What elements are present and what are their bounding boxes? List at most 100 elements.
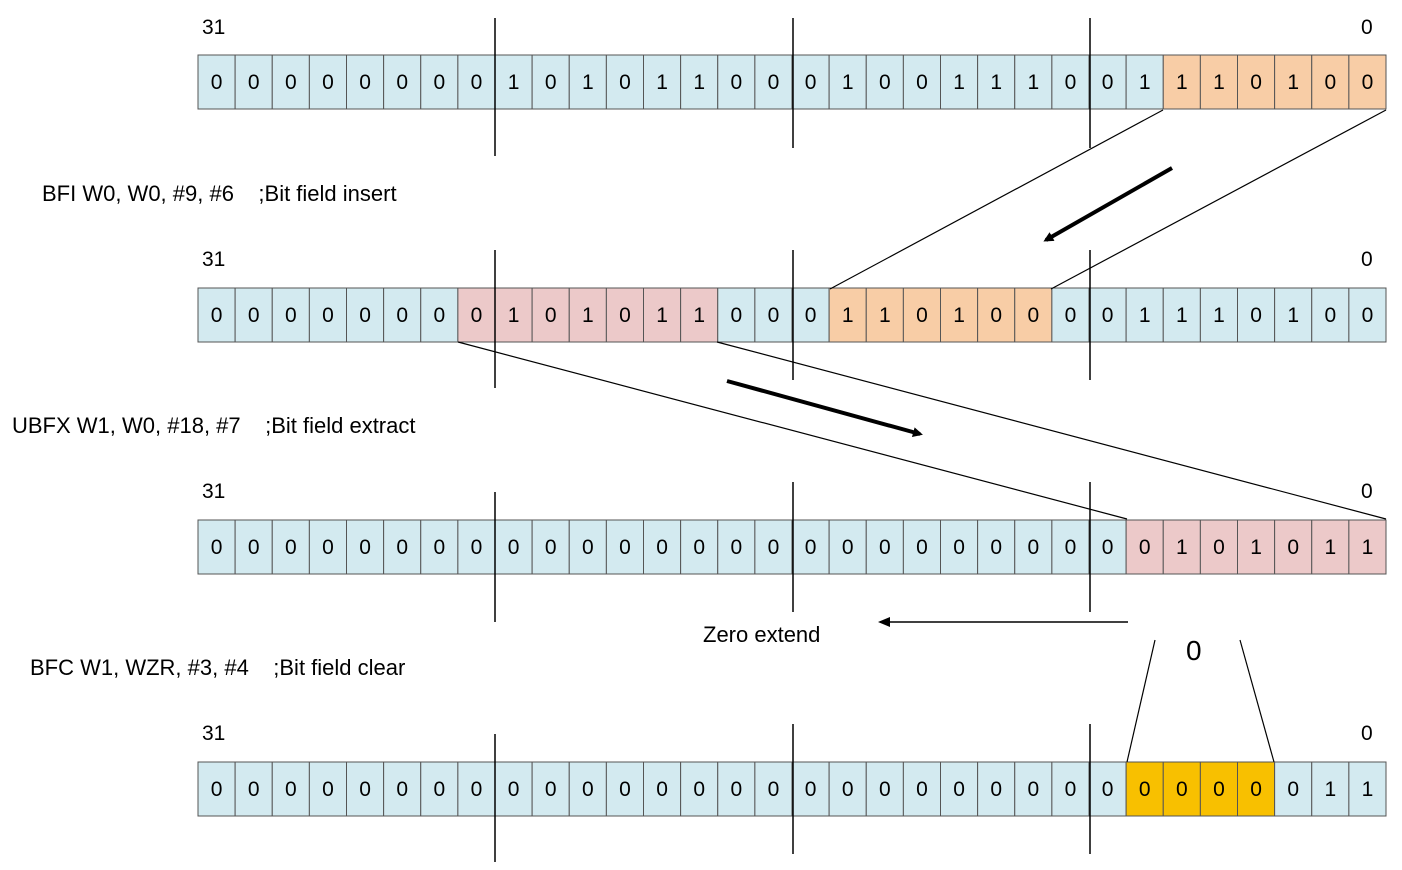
bit-cell-26 bbox=[383, 54, 422, 110]
bit-cell-9 bbox=[1014, 761, 1053, 817]
bit-cell-15 bbox=[791, 287, 830, 343]
bit-value-11: 0 bbox=[953, 536, 965, 559]
bit-value-27: 0 bbox=[359, 71, 371, 94]
bit-value-9: 1 bbox=[1027, 71, 1039, 94]
bit-cell-16 bbox=[754, 761, 793, 817]
bit-cell-15 bbox=[791, 54, 830, 110]
bit-value-1: 0 bbox=[1324, 71, 1336, 94]
bit-cell-24 bbox=[457, 519, 496, 575]
bit-cell-7 bbox=[1088, 519, 1127, 575]
bit-value-29: 0 bbox=[285, 536, 297, 559]
bit-cell-21 bbox=[568, 519, 607, 575]
bit-cell-2 bbox=[1274, 761, 1313, 817]
bit-cell-8 bbox=[1051, 519, 1090, 575]
bit-cell-1 bbox=[1311, 54, 1350, 110]
bit-value-29: 0 bbox=[285, 71, 297, 94]
bit-value-3: 0 bbox=[1250, 778, 1262, 801]
bit-value-7: 0 bbox=[1102, 304, 1114, 327]
bit-cell-30 bbox=[234, 287, 273, 343]
bit-value-24: 0 bbox=[471, 71, 483, 94]
bit-cell-30 bbox=[234, 519, 273, 575]
zero-source-label: 0 bbox=[1186, 635, 1202, 666]
bit-value-21: 1 bbox=[582, 304, 594, 327]
bit-cell-23 bbox=[494, 287, 533, 343]
bit-cell-9 bbox=[1014, 519, 1053, 575]
bit-value-4: 0 bbox=[1213, 778, 1225, 801]
bit-cell-13 bbox=[865, 54, 904, 110]
bit-value-15: 0 bbox=[805, 536, 817, 559]
row-0-msb-label: 31 bbox=[202, 16, 225, 39]
bit-value-4: 1 bbox=[1213, 304, 1225, 327]
bit-value-30: 0 bbox=[248, 304, 260, 327]
bit-value-5: 1 bbox=[1176, 71, 1188, 94]
bit-value-6: 1 bbox=[1139, 71, 1151, 94]
bit-cell-29 bbox=[271, 54, 310, 110]
bit-cell-5 bbox=[1162, 761, 1201, 817]
bit-cell-9 bbox=[1014, 54, 1053, 110]
bit-cell-12 bbox=[902, 519, 941, 575]
row-1-lsb-label: 0 bbox=[1361, 248, 1373, 271]
bit-cell-19 bbox=[643, 519, 682, 575]
bit-value-12: 0 bbox=[916, 536, 928, 559]
bit-value-20: 0 bbox=[619, 71, 631, 94]
bit-cell-28 bbox=[308, 287, 347, 343]
register-row-bfi-source: 0 0 0 0 0 0 0 0 1 0 1 0 1 1 0 0 0 1 0 0 1 1 1 0 0 1 1 1 0 1 0 0 bbox=[197, 54, 1387, 110]
bit-value-30: 0 bbox=[248, 71, 260, 94]
bit-cell-14 bbox=[828, 54, 867, 110]
bit-value-3: 1 bbox=[1250, 536, 1262, 559]
bit-cell-18 bbox=[680, 519, 719, 575]
bit-value-30: 0 bbox=[248, 536, 260, 559]
ubfx-map-line-left bbox=[457, 341, 1128, 520]
bit-value-17: 0 bbox=[730, 304, 742, 327]
bit-value-16: 0 bbox=[768, 304, 780, 327]
bit-cell-13 bbox=[865, 287, 904, 343]
bit-cell-31 bbox=[197, 761, 236, 817]
bit-value-0: 1 bbox=[1362, 536, 1374, 559]
register-row-bfc-result: 0 0 0 0 0 0 0 0 0 0 0 0 0 0 0 0 0 0 0 0 0 0 0 0 0 0 0 0 0 0 1 1 bbox=[197, 761, 1387, 817]
bit-value-5: 0 bbox=[1176, 778, 1188, 801]
bit-value-13: 0 bbox=[879, 536, 891, 559]
bit-cell-26 bbox=[383, 287, 422, 343]
bit-cell-20 bbox=[605, 761, 644, 817]
bit-value-27: 0 bbox=[359, 304, 371, 327]
bit-value-2: 1 bbox=[1287, 304, 1299, 327]
bit-value-9: 0 bbox=[1027, 536, 1039, 559]
bit-value-15: 0 bbox=[805, 304, 817, 327]
bit-cell-7 bbox=[1088, 54, 1127, 110]
bit-cell-19 bbox=[643, 287, 682, 343]
bit-value-22: 0 bbox=[545, 304, 557, 327]
bit-value-8: 0 bbox=[1065, 304, 1077, 327]
bit-value-31: 0 bbox=[211, 304, 223, 327]
bit-value-31: 0 bbox=[211, 778, 223, 801]
bit-cell-15 bbox=[791, 761, 830, 817]
bit-value-20: 0 bbox=[619, 304, 631, 327]
bit-cell-31 bbox=[197, 54, 236, 110]
ubfx-map-line-right bbox=[716, 341, 1387, 520]
bit-value-23: 0 bbox=[508, 778, 520, 801]
bit-value-19: 1 bbox=[656, 71, 668, 94]
bit-value-3: 0 bbox=[1250, 71, 1262, 94]
bit-value-0: 1 bbox=[1362, 778, 1374, 801]
bit-value-25: 0 bbox=[433, 71, 445, 94]
bit-value-30: 0 bbox=[248, 778, 260, 801]
bit-cell-7 bbox=[1088, 761, 1127, 817]
bit-value-18: 0 bbox=[693, 536, 705, 559]
register-row-bfi-result: 0 0 0 0 0 0 0 0 1 0 1 0 1 1 0 0 0 1 1 0 1 0 0 0 0 1 1 1 0 1 0 0 bbox=[197, 287, 1387, 343]
bit-value-28: 0 bbox=[322, 71, 334, 94]
bit-value-7: 0 bbox=[1102, 536, 1114, 559]
bit-value-13: 0 bbox=[879, 778, 891, 801]
ubfx-direction-arrow bbox=[726, 379, 923, 437]
bit-cell-14 bbox=[828, 287, 867, 343]
bit-cell-17 bbox=[717, 287, 756, 343]
bit-value-25: 0 bbox=[433, 304, 445, 327]
bit-value-6: 0 bbox=[1139, 778, 1151, 801]
bit-value-22: 0 bbox=[545, 71, 557, 94]
bit-value-27: 0 bbox=[359, 778, 371, 801]
bit-value-10: 1 bbox=[990, 71, 1002, 94]
bfi-direction-arrow bbox=[1043, 166, 1173, 242]
bit-cell-24 bbox=[457, 287, 496, 343]
bit-value-17: 0 bbox=[730, 778, 742, 801]
bit-value-16: 0 bbox=[768, 71, 780, 94]
bit-value-10: 0 bbox=[990, 778, 1002, 801]
bit-cell-6 bbox=[1125, 761, 1164, 817]
